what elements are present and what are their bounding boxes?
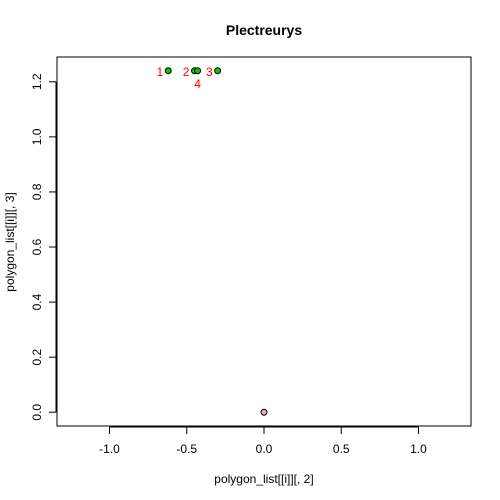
data-point	[164, 67, 172, 75]
x-axis: -1.0 -0.5 0.0 0.5 1.0	[99, 426, 427, 456]
data-point-label: 4	[194, 77, 201, 91]
chart-title: Plectreurys	[226, 22, 302, 38]
data-point	[194, 67, 202, 75]
x-tick-label: 0.5	[333, 442, 350, 456]
data-point-label: 3	[206, 65, 213, 79]
y-tick-label: 1.2	[30, 73, 44, 90]
y-tick-label: 0.4	[30, 293, 44, 310]
x-tick-label: -0.5	[176, 442, 197, 456]
y-tick-label: 0.2	[30, 348, 44, 365]
plot-frame	[56, 56, 472, 427]
y-tick-label: 0.6	[30, 238, 44, 255]
data-point	[214, 67, 222, 75]
y-tick-label: 0.8	[30, 183, 44, 200]
data-point-label: 2	[183, 65, 190, 79]
y-axis: 0.0 0.2 0.4 0.6 0.8 1.0 1.2	[30, 73, 57, 421]
data-point-labels: 1 2 34	[157, 65, 213, 91]
data-point-label: 1	[157, 65, 164, 79]
y-axis-label: polygon_list[[i]][, 3]	[3, 192, 17, 291]
data-point	[260, 408, 268, 416]
data-points	[164, 67, 268, 416]
x-tick-label: -1.0	[99, 442, 120, 456]
x-tick-label: 0.0	[256, 442, 273, 456]
y-tick-label: 1.0	[30, 128, 44, 145]
x-tick-label: 1.0	[410, 442, 427, 456]
y-tick-label: 0.0	[30, 404, 44, 421]
x-axis-label: polygon_list[[i]][, 2]	[214, 472, 313, 486]
